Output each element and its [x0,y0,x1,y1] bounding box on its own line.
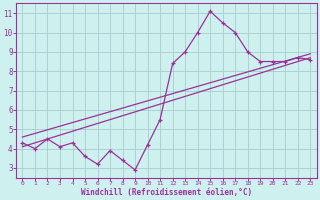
X-axis label: Windchill (Refroidissement éolien,°C): Windchill (Refroidissement éolien,°C) [81,188,252,197]
